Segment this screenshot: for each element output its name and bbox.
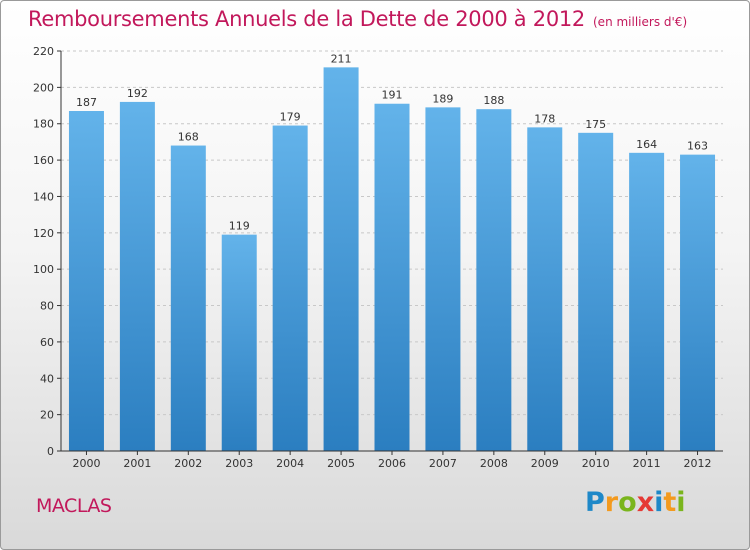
x-tick-label: 2001 <box>123 457 151 470</box>
y-tick-label: 200 <box>33 81 54 94</box>
bar-2002 <box>170 145 206 451</box>
x-tick-label: 2002 <box>174 457 202 470</box>
bar-2003 <box>221 234 257 451</box>
data-label: 164 <box>636 138 657 151</box>
x-tick-label: 2012 <box>684 457 712 470</box>
data-label: 163 <box>687 140 708 153</box>
x-tick-label: 2006 <box>378 457 406 470</box>
bar-2007 <box>425 107 461 451</box>
y-tick-label: 100 <box>33 263 54 276</box>
data-label: 187 <box>76 96 97 109</box>
data-label: 179 <box>280 111 301 124</box>
data-label: 192 <box>127 87 148 100</box>
y-tick-label: 140 <box>33 190 54 203</box>
bar-2010 <box>578 132 614 451</box>
y-tick-label: 60 <box>40 336 54 349</box>
data-label: 189 <box>432 92 453 105</box>
bar-2012 <box>680 154 716 452</box>
logo-letter: r <box>604 487 619 518</box>
data-label: 119 <box>229 220 250 233</box>
y-tick-label: 180 <box>33 118 54 131</box>
x-tick-label: 2008 <box>480 457 508 470</box>
logo-letter: t <box>663 487 677 518</box>
bars <box>68 67 716 452</box>
logo-letter: i <box>654 487 664 518</box>
data-label: 178 <box>534 112 555 125</box>
x-tick-label: 2004 <box>276 457 304 470</box>
data-label: 191 <box>382 89 403 102</box>
commune-name: MACLAS <box>36 495 112 517</box>
bar-2000 <box>68 111 104 451</box>
chart-title: Remboursements Annuels de la Dette de 20… <box>28 7 687 31</box>
y-tick-label: 0 <box>47 445 54 458</box>
bar-2006 <box>374 103 410 452</box>
data-label: 188 <box>483 94 504 107</box>
data-label: 211 <box>331 52 352 65</box>
proxiti-logo: Proxiti <box>585 487 686 518</box>
title-text: Remboursements Annuels de la Dette de 20… <box>28 7 585 31</box>
axes: 0 20 40 60 80 100 120 140 160 180 200 220 2000 2001 20… <box>33 45 723 470</box>
bar-2005 <box>323 67 359 451</box>
bar-2011 <box>629 152 665 451</box>
x-tick-label: 2009 <box>531 457 559 470</box>
unit-note: (en milliers d'€) <box>593 15 688 29</box>
logo-letter: o <box>618 487 637 518</box>
x-tick-label: 2007 <box>429 457 457 470</box>
logo-letter: P <box>585 487 605 518</box>
bar-2009 <box>527 127 563 451</box>
x-tick-label: 2003 <box>225 457 253 470</box>
bar-2008 <box>476 109 512 451</box>
y-tick-label: 40 <box>40 372 54 385</box>
y-tick-label: 80 <box>40 300 54 313</box>
y-tick-label: 160 <box>33 154 54 167</box>
logo-letter: x <box>636 487 655 518</box>
bar-2001 <box>119 101 155 451</box>
y-tick-label: 20 <box>40 409 54 422</box>
data-labels: 187 192 168 119 179 211 191 189 188 178 175 164 163 <box>76 52 708 232</box>
logo-letter: i <box>676 487 686 518</box>
x-tick-label: 2011 <box>633 457 661 470</box>
x-tick-label: 2005 <box>327 457 355 470</box>
x-tick-label: 2000 <box>72 457 100 470</box>
data-label: 168 <box>178 131 199 144</box>
y-tick-label: 120 <box>33 227 54 240</box>
bar-2004 <box>272 125 308 451</box>
y-tick-label: 220 <box>33 45 54 58</box>
x-tick-label: 2010 <box>582 457 610 470</box>
data-label: 175 <box>585 118 606 131</box>
